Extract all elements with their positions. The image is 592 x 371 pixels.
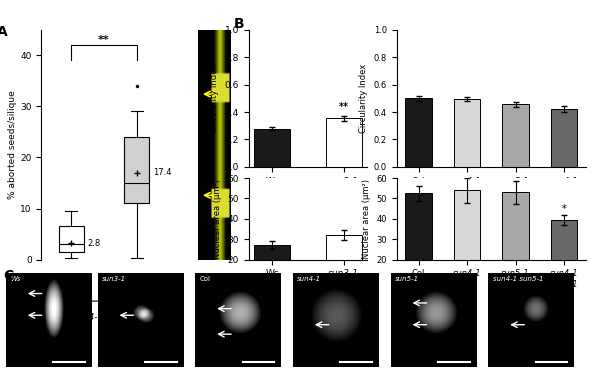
Text: sun3-1: sun3-1 [102,276,126,282]
Text: sun5-1: sun5-1 [395,276,419,282]
PathPatch shape [59,226,83,252]
Text: sun4-1 sun5-1: sun4-1 sun5-1 [74,313,134,322]
Bar [254,246,290,301]
Y-axis label: Circularity Index: Circularity Index [210,64,219,133]
Text: 2.8: 2.8 [88,239,101,248]
Bar [406,193,432,301]
Y-axis label: Nuclear area (μm²): Nuclear area (μm²) [213,179,222,259]
PathPatch shape [124,137,149,203]
Bar [453,99,481,167]
Bar [326,235,362,301]
Text: C: C [3,269,13,283]
Text: A: A [0,25,8,39]
Text: Ws: Ws [10,276,21,282]
Bar [326,118,362,167]
Text: sun4-1 sun5-1: sun4-1 sun5-1 [493,276,543,282]
Bar [254,128,290,167]
Text: 17.4: 17.4 [153,168,172,177]
Text: **: ** [98,36,110,46]
Y-axis label: Circularity Index: Circularity Index [359,64,368,133]
Text: Col: Col [200,276,211,282]
Bar [502,105,529,167]
Bar [551,109,577,167]
Bar [551,220,577,301]
Bar [453,190,481,301]
Bar [502,192,529,301]
Text: SUN3/sun3-1: SUN3/sun3-1 [110,288,164,297]
Text: **: ** [339,102,349,112]
Text: sun4-1: sun4-1 [297,276,321,282]
Text: *: * [562,204,567,214]
Text: SUN3: SUN3 [59,288,83,297]
Bar [406,98,432,167]
Y-axis label: % aborted seeds/silique: % aborted seeds/silique [8,90,17,199]
Text: B: B [234,17,244,31]
Y-axis label: Nuclear area (μm²): Nuclear area (μm²) [362,179,371,259]
